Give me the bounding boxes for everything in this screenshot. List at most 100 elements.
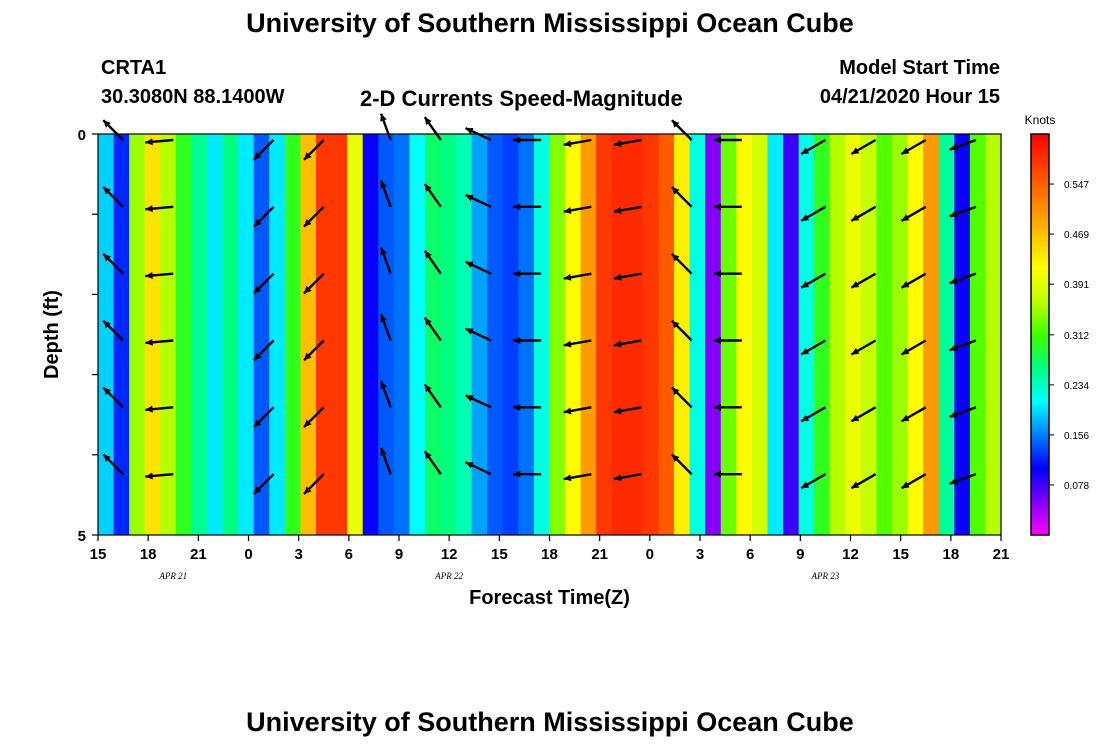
heatmap-cell bbox=[611, 134, 628, 535]
x-tick-label: 12 bbox=[842, 546, 859, 563]
date-label: APR 21 bbox=[158, 571, 187, 581]
heatmap-cell bbox=[705, 134, 722, 535]
heatmap-cell bbox=[424, 134, 442, 535]
heatmap-cell bbox=[362, 134, 379, 535]
current-arrow-head bbox=[145, 338, 153, 346]
heatmap-cell bbox=[658, 134, 675, 535]
current-arrow-head bbox=[713, 270, 722, 278]
y-tick-label: 0 bbox=[78, 127, 86, 144]
current-arrow-head bbox=[424, 451, 432, 460]
current-arrow-head bbox=[563, 207, 572, 214]
heatmap-cell bbox=[985, 134, 1002, 535]
colorbar-tick-label: 0.547 bbox=[1064, 180, 1089, 191]
x-tick-label: 3 bbox=[294, 546, 302, 563]
y-axis-label: Depth (ft) bbox=[41, 290, 63, 379]
current-arrow-head bbox=[671, 120, 680, 128]
current-arrow-head bbox=[851, 214, 860, 221]
colorbar-tick-label: 0.312 bbox=[1064, 331, 1089, 342]
colorbar-tick-label: 0.469 bbox=[1064, 230, 1089, 241]
heatmap-cell bbox=[829, 134, 846, 535]
current-arrow-head bbox=[465, 395, 474, 402]
station-name: CRTA1 bbox=[101, 57, 167, 79]
current-arrow-head bbox=[851, 347, 860, 355]
current-arrow-head bbox=[145, 405, 153, 413]
current-arrow-head bbox=[303, 219, 312, 227]
heatmap-cell bbox=[938, 134, 955, 535]
current-arrow-head bbox=[424, 384, 432, 393]
current-arrow-head bbox=[513, 470, 521, 478]
current-arrow-head bbox=[671, 454, 680, 462]
current-arrow-head bbox=[513, 203, 521, 211]
heatmap-cell bbox=[222, 134, 239, 535]
heatmap-cell bbox=[783, 134, 800, 535]
x-tick-label: 9 bbox=[395, 546, 403, 563]
current-arrow-head bbox=[103, 387, 111, 396]
current-arrow-head bbox=[513, 270, 521, 278]
current-arrow-head bbox=[424, 317, 432, 326]
current-arrow-head bbox=[380, 180, 387, 189]
current-arrow-head bbox=[851, 481, 860, 489]
x-tick-label: 6 bbox=[746, 546, 754, 563]
current-arrow-head bbox=[465, 128, 474, 135]
heatmap-cell bbox=[393, 134, 410, 535]
heatmap-cell bbox=[440, 134, 457, 535]
current-arrow-head bbox=[713, 470, 722, 478]
current-arrow-head bbox=[465, 462, 474, 469]
current-arrow-head bbox=[671, 187, 680, 195]
current-arrow-head bbox=[801, 147, 810, 154]
heatmap-cell bbox=[409, 134, 426, 535]
current-arrow-head bbox=[103, 320, 111, 329]
heatmap-cell bbox=[580, 134, 597, 535]
current-arrow-head bbox=[901, 214, 910, 221]
current-arrow-head bbox=[949, 344, 958, 351]
current-arrow-head bbox=[613, 474, 622, 482]
current-arrow-head bbox=[949, 277, 958, 285]
x-tick-label: 15 bbox=[892, 546, 909, 563]
heatmap-cell bbox=[518, 134, 535, 535]
x-tick-label: 21 bbox=[591, 546, 608, 563]
current-arrow-head bbox=[103, 454, 111, 462]
current-arrow-head bbox=[380, 113, 387, 122]
current-arrow-head bbox=[713, 203, 722, 211]
heatmap-cell bbox=[98, 134, 115, 535]
heatmap-cell bbox=[627, 134, 644, 535]
heatmap-cell bbox=[549, 134, 566, 535]
model-start-value: 04/21/2020 Hour 15 bbox=[819, 86, 1000, 108]
current-arrow-head bbox=[563, 140, 572, 148]
x-tick-label: 21 bbox=[190, 546, 207, 563]
current-arrow-head bbox=[901, 414, 910, 422]
current-arrow-head bbox=[613, 273, 622, 281]
current-arrow-head bbox=[901, 347, 910, 355]
current-arrow-head bbox=[380, 314, 387, 323]
current-arrow-head bbox=[901, 147, 910, 154]
current-arrow-head bbox=[145, 205, 153, 213]
current-arrow-head bbox=[563, 474, 572, 482]
heatmap-cell bbox=[954, 134, 971, 535]
heatmap-cell bbox=[284, 134, 301, 535]
heatmap-cell bbox=[378, 134, 395, 535]
current-arrow-head bbox=[513, 337, 521, 344]
heatmap-cell bbox=[767, 134, 784, 535]
current-arrow-head bbox=[801, 214, 810, 221]
current-arrow-head bbox=[380, 447, 387, 456]
x-tick-label: 9 bbox=[796, 546, 804, 563]
current-arrow-head bbox=[253, 486, 262, 494]
heatmap-cell bbox=[907, 134, 924, 535]
current-arrow-head bbox=[103, 120, 111, 128]
current-arrow-head bbox=[801, 481, 810, 489]
colorbar-label: Knots bbox=[1025, 113, 1056, 127]
heatmap-cell bbox=[129, 134, 146, 535]
current-arrow-head bbox=[253, 419, 262, 428]
heatmap-cell bbox=[269, 134, 286, 535]
current-arrow-head bbox=[671, 320, 680, 329]
colorbar bbox=[1030, 133, 1050, 536]
heatmap-cell bbox=[113, 134, 130, 535]
current-arrow-head bbox=[901, 481, 910, 489]
x-tick-label: 21 bbox=[993, 546, 1010, 563]
current-arrow-head bbox=[949, 210, 958, 218]
heatmap-cell bbox=[238, 134, 255, 535]
current-arrow-head bbox=[563, 407, 572, 415]
heatmap-cell bbox=[642, 134, 660, 535]
current-arrow-head bbox=[613, 140, 622, 148]
